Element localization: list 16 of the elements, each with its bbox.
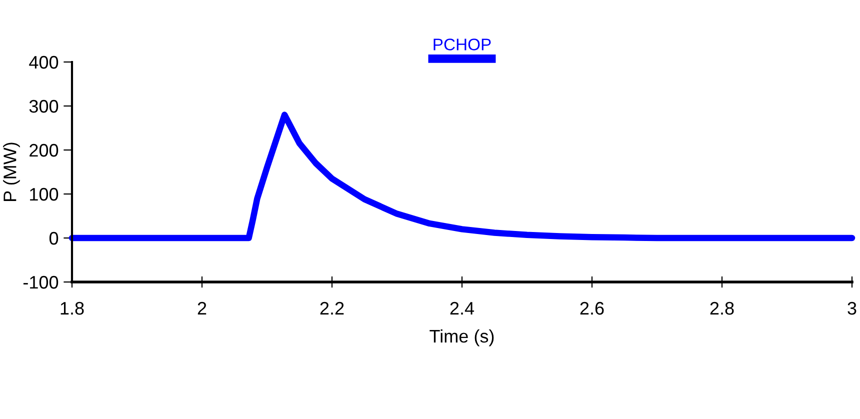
x-tick-label: 1.8 <box>60 302 84 315</box>
y-tick-label: 300 <box>29 100 58 113</box>
x-tick-label: 2.6 <box>580 302 604 315</box>
y-axis-title: P (MW) <box>3 142 20 201</box>
y-tick-label: 0 <box>49 232 58 245</box>
y-tick-label: 200 <box>30 144 58 157</box>
x-tick-label: 2 <box>198 302 206 315</box>
x-tick-label: 3 <box>848 302 856 315</box>
y-tick-label: 100 <box>30 188 58 201</box>
x-tick-label: 2.8 <box>710 302 734 315</box>
y-tick-label: 400 <box>29 56 58 69</box>
x-tick-label: 2.4 <box>450 302 474 315</box>
text: PCHOP <box>434 38 491 50</box>
y-tick-label: -100 <box>23 276 58 289</box>
x-axis-title: Time (s) <box>430 329 494 346</box>
x-tick-label: 2.2 <box>320 302 344 315</box>
